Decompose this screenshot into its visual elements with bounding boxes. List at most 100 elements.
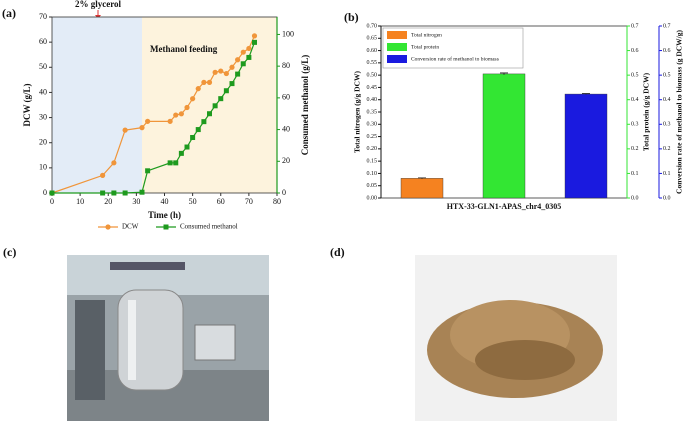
panel-label: (b) [344,10,359,24]
y3-tick-label: 0.4 [663,97,671,103]
x-tick-label: 50 [189,197,197,206]
x-tick-label: 10 [76,197,84,206]
x-tick-label: 70 [245,197,253,206]
marker [100,172,106,178]
series-line [52,42,256,194]
annotation: 2% glycerol [75,0,122,9]
x-tick-label: 30 [132,197,140,206]
marker [207,111,212,117]
y2-tick-label: 0 [282,188,286,197]
y2-tick-label: 0.3 [631,122,639,128]
marker [173,160,179,166]
panel-label: (d) [330,245,345,259]
y-tick-label: 40 [39,87,47,96]
x-tick-label: HTX-33-GLN1-APAS_chr4_0305 [447,202,562,211]
x-tick-label: 80 [273,197,281,206]
y-tick-label: 0.05 [367,183,378,189]
legend-swatch [387,55,407,63]
marker [206,79,213,85]
y2-tick-label: 0.4 [631,97,639,103]
x-tick-label: 60 [217,197,225,206]
y-tick-label: 0.35 [367,109,378,115]
marker [178,150,184,156]
marker [49,190,55,196]
y-tick-label: 0 [43,188,47,197]
marker [184,144,190,150]
legend-label: Conversion rate of methanol to biomass [411,55,499,62]
marker [190,96,196,102]
marker [145,118,151,124]
marker [111,160,117,166]
marker [139,125,145,131]
axis-title: Conversion rate of methanol to biomass (… [675,30,684,194]
marker [122,127,128,133]
y-tick-label: 0.00 [367,195,378,201]
biomass-photo [415,255,617,421]
legend-marker [105,224,111,230]
y3-tick-label: 0.6 [663,48,671,54]
legend-label: Consumed methanol [180,223,238,231]
y-tick-label: 20 [39,138,47,147]
marker [212,69,218,75]
y2-tick-label: 20 [282,156,290,165]
bar [482,73,526,199]
marker [184,104,190,111]
marker [218,96,224,102]
bar [564,93,608,199]
y3-tick-label: 0.2 [663,146,671,152]
y-tick-label: 0.30 [367,122,378,128]
marker [229,64,235,70]
y-tick-label: 10 [39,163,47,172]
marker [235,57,241,63]
marker [145,168,151,174]
marker [212,103,218,109]
y-tick-label: 0.15 [367,159,378,165]
panel-label: (c) [3,245,16,259]
marker [139,189,145,195]
x-tick-label: 20 [104,197,112,206]
annotation: Methanol feeding [150,44,218,54]
y2-tick-label: 0.0 [631,195,639,201]
y2-tick-label: 60 [282,93,290,102]
legend-swatch [387,43,407,51]
marker [122,190,128,196]
marker [252,39,257,45]
marker [240,49,246,55]
x-tick-label: 0 [50,197,54,206]
y-tick-label: 0.45 [367,85,378,91]
y-tick-label: 0.50 [367,73,378,79]
marker [201,119,207,125]
series-line [51,35,256,194]
shaded-span [142,17,277,193]
y2-tick-label: 0.6 [631,48,639,54]
marker [167,118,173,124]
y2-tick-label: 0.2 [631,146,639,152]
y-tick-label: 30 [39,112,47,121]
y-tick-label: 0.55 [367,60,378,66]
y2-tick-label: 0.7 [631,23,639,29]
marker [246,54,252,60]
error-bar [418,177,426,179]
axis-title: Total nitrogen (g/g DCW) [353,71,362,153]
y2-tick-label: 100 [282,29,294,38]
y2-tick-label: 0.5 [631,73,639,79]
reactor-photo [67,255,269,421]
marker [178,111,184,117]
y-tick-label: 0.40 [367,97,378,103]
legend-label: Total protein [411,44,439,50]
marker [173,112,179,118]
error-bar [500,72,508,75]
y3-tick-label: 0.7 [663,23,671,29]
marker [218,68,224,74]
y-tick-label: 0.20 [367,146,378,152]
marker [223,88,229,94]
y-tick-label: 0.65 [367,36,378,42]
marker [195,86,201,92]
marker [246,45,252,52]
marker [235,71,241,77]
legend-swatch [387,31,407,39]
y-tick-label: 0.25 [367,134,378,140]
marker [223,70,229,77]
marker [201,79,207,85]
